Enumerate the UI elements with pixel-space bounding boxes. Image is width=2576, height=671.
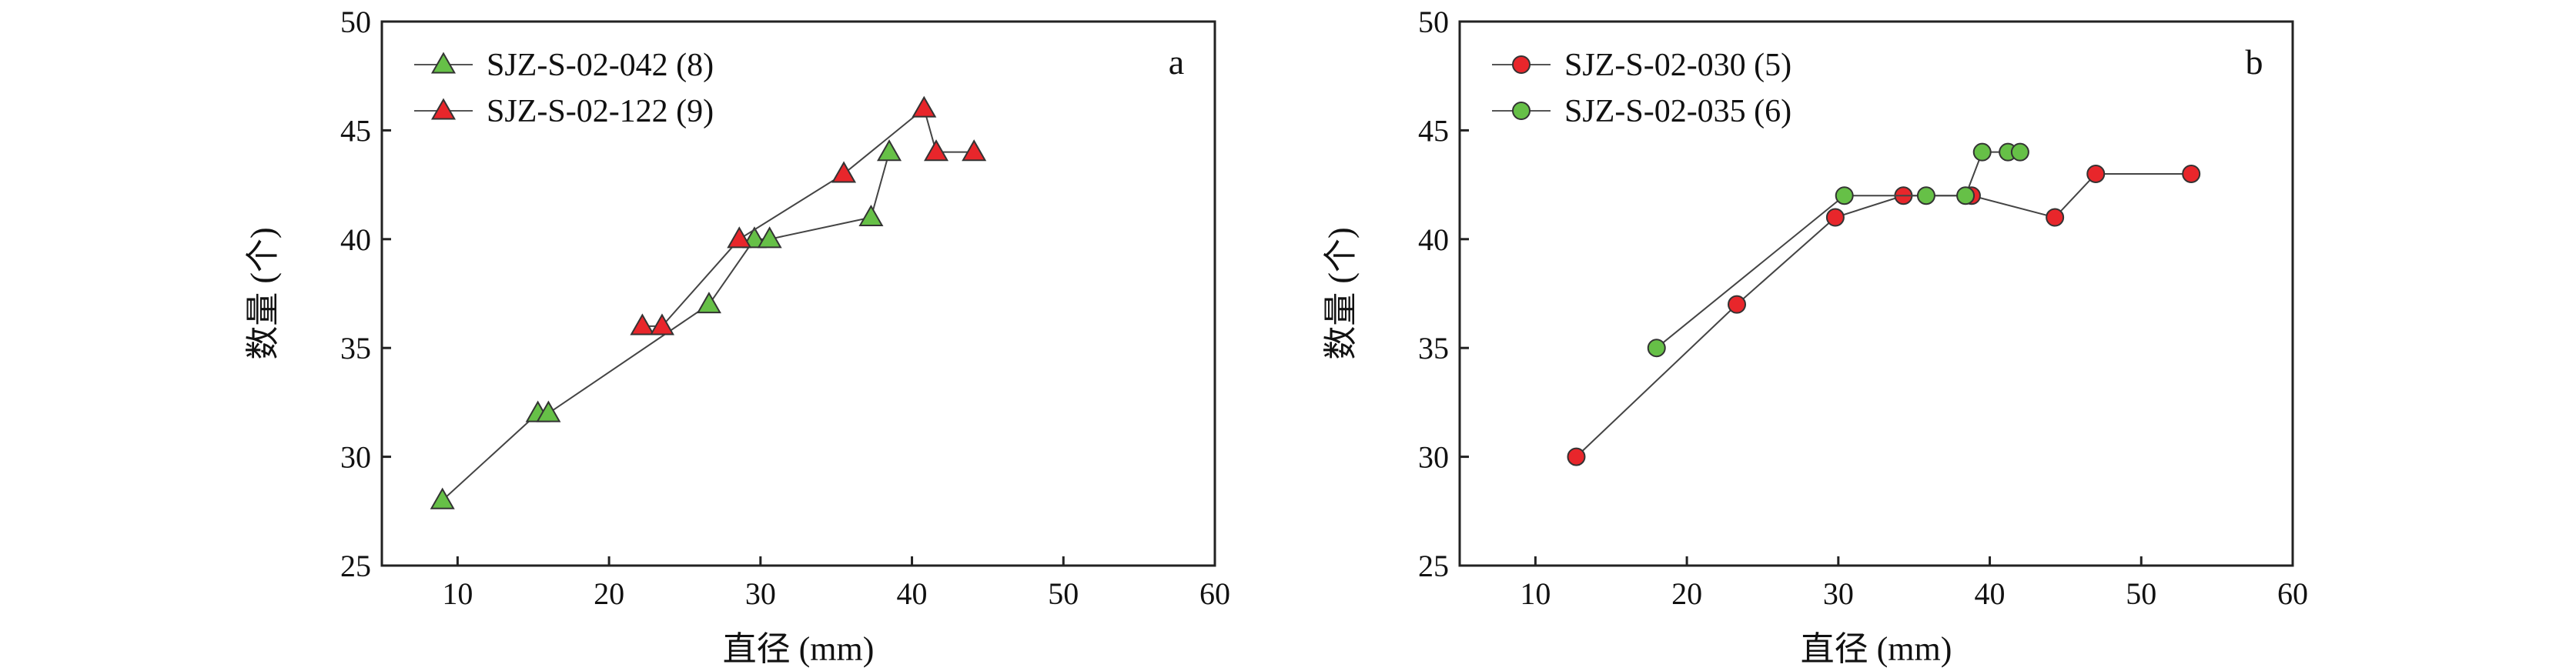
x-tick-label: 20 [594,576,624,611]
y-tick-label: 45 [1418,113,1449,148]
series-line [642,107,975,327]
data-point [1567,447,1586,466]
x-tick-label: 40 [897,576,928,611]
y-axis-title: 数量 (个) [244,227,282,359]
legend-marker [430,98,457,120]
data-point [1972,142,1992,162]
x-tick-label: 40 [1975,576,2006,611]
y-tick-label: 40 [1418,222,1449,257]
legend-label: SJZ-S-02-035 (6) [1564,94,1791,129]
y-axis-title: 数量 (个) [1322,227,1360,359]
panel-letter: b [2246,42,2263,82]
x-tick-label: 60 [2277,576,2308,611]
y-tick-label: 45 [340,113,371,148]
data-point [831,161,857,183]
x-tick-label: 60 [1199,576,1230,611]
data-point [1825,208,1845,227]
x-tick-label: 50 [2126,576,2156,611]
data-point [741,226,767,249]
y-tick-label: 50 [340,5,371,39]
y-tick-label: 40 [340,222,371,257]
x-tick-label: 20 [1671,576,1702,611]
y-tick-label: 35 [1418,331,1449,366]
data-point [962,139,987,162]
data-point [727,226,752,249]
data-point [912,95,937,118]
x-axis-title: 直径 (mm) [1801,630,1952,668]
chart-b: 10 20 30 40 50 60 25 30 35 40 45 50 直径 (mm) 数量 (个) b SJ… [1322,5,2308,668]
y-tick-label: 35 [340,331,371,366]
y-tick-label: 30 [340,440,371,475]
data-point [1916,186,1935,205]
data-point [2086,164,2106,183]
data-point [2182,164,2201,183]
legend-marker [1512,102,1531,120]
data-point [1728,295,1747,314]
legend-marker [1512,55,1531,74]
x-tick-label: 50 [1048,576,1079,611]
panel-letter: a [1169,42,1184,82]
y-tick-label: 50 [1418,5,1449,39]
legend-label: SJZ-S-02-030 (5) [1564,48,1791,83]
data-point [536,400,561,422]
data-point [757,226,782,249]
data-point [1647,339,1666,358]
y-tick-label: 25 [1418,549,1449,583]
data-point [2046,208,2065,227]
data-point [649,313,674,336]
series-2 [630,95,987,336]
data-point [858,204,884,227]
legend-label: SJZ-S-02-122 (9) [487,94,714,129]
plot-frame [1458,20,2294,567]
x-tick-label: 10 [1520,576,1551,611]
legend-marker [430,52,457,74]
series-line [1656,151,2020,349]
data-point [923,139,949,162]
data-point [430,487,455,509]
data-point [1835,186,1854,205]
series-2 [1647,142,2029,358]
data-point [2010,142,2029,162]
x-axis-title: 直径 (mm) [723,630,875,668]
data-point [1956,186,1975,205]
series-line [1575,172,2192,458]
x-tick-label: 30 [1823,576,1854,611]
x-tick-label: 10 [442,576,473,611]
y-tick-label: 30 [1418,440,1449,475]
x-tick-label: 30 [745,576,776,611]
data-point [696,292,721,314]
chart-a: 10 20 30 40 50 60 25 30 35 40 45 50 直径 (mm) 数量 (个) a SJ… [244,5,1230,668]
y-tick-label: 25 [340,549,371,583]
legend-label: SJZ-S-02-042 (8) [487,48,714,83]
plot-frame [380,20,1216,567]
data-point [877,139,902,162]
series-1 [430,139,902,509]
data-point [630,313,655,336]
series-1 [1567,164,2201,466]
